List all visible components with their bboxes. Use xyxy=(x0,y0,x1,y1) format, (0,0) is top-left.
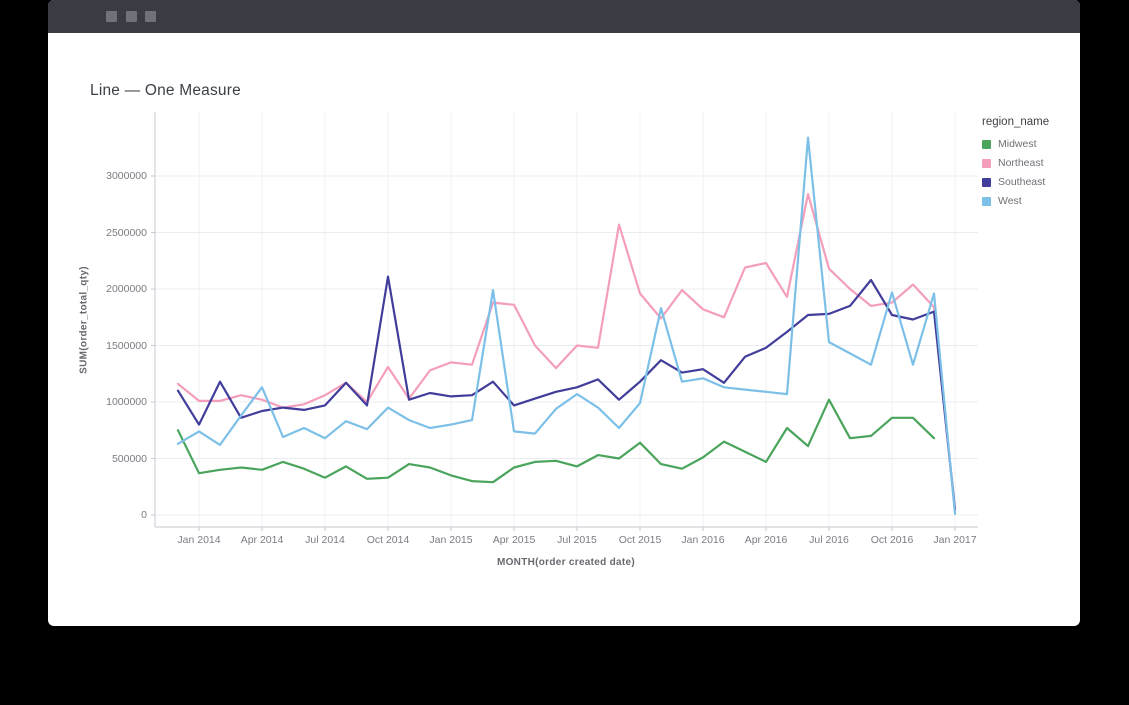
legend-item-label: Southeast xyxy=(998,176,1045,188)
midwest-swatch-icon xyxy=(982,140,991,149)
legend-item-label: Midwest xyxy=(998,138,1037,150)
legend-item-midwest[interactable]: Midwest xyxy=(982,138,1049,150)
legend-item-label: West xyxy=(998,195,1022,207)
chart-legend: region_name Midwest Northeast Southeast … xyxy=(980,116,1049,214)
x-axis-title: MONTH(order created date) xyxy=(497,557,635,568)
y-tick-label: 2500000 xyxy=(48,227,147,239)
legend-item-northeast[interactable]: Northeast xyxy=(982,157,1049,169)
y-tick-label: 0 xyxy=(48,509,147,521)
x-tick-label: Jan 2017 xyxy=(913,534,997,546)
y-axis-title: SUM(order_total_qty) xyxy=(79,266,90,374)
legend-item-label: Northeast xyxy=(998,157,1044,169)
app-window: Line — One Measure 050000010000001500000… xyxy=(48,0,1080,626)
y-tick-label: 500000 xyxy=(48,453,147,465)
y-tick-label: 1500000 xyxy=(48,340,147,352)
series-line-southeast[interactable] xyxy=(178,277,955,510)
desktop-background: { "window": { "titlebar_color": "#3b3b44… xyxy=(0,0,1129,705)
series-line-west[interactable] xyxy=(178,138,955,514)
legend-item-west[interactable]: West xyxy=(982,195,1049,207)
series-line-midwest[interactable] xyxy=(178,400,934,483)
west-swatch-icon xyxy=(982,197,991,206)
southeast-swatch-icon xyxy=(982,178,991,187)
legend-item-southeast[interactable]: Southeast xyxy=(982,176,1049,188)
y-tick-label: 3000000 xyxy=(48,170,147,182)
northeast-swatch-icon xyxy=(982,159,991,168)
y-tick-label: 2000000 xyxy=(48,283,147,295)
line-chart[interactable] xyxy=(48,0,1080,626)
legend-title: region_name xyxy=(982,116,1049,128)
y-tick-label: 1000000 xyxy=(48,396,147,408)
